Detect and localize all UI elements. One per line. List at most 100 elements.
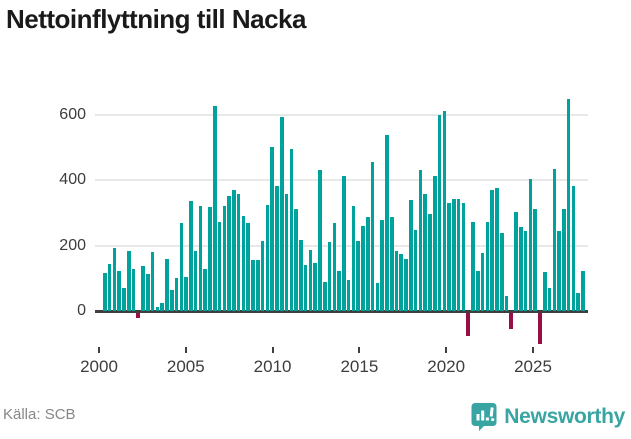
bar	[562, 208, 566, 311]
bar	[222, 205, 227, 311]
newsworthy-wordmark: Newsworthy	[504, 405, 625, 428]
bar	[284, 193, 289, 311]
bar	[337, 271, 341, 311]
bar	[112, 247, 117, 311]
bar	[136, 313, 141, 318]
newsworthy-icon	[471, 402, 497, 432]
bar	[447, 202, 451, 311]
bar	[165, 259, 169, 311]
bar	[299, 240, 303, 311]
bar	[528, 179, 533, 311]
bar	[490, 189, 494, 311]
bar	[260, 241, 265, 311]
bar	[571, 185, 576, 311]
bar	[533, 208, 537, 311]
bar	[509, 313, 514, 330]
bar	[542, 272, 547, 311]
bar	[217, 222, 222, 311]
bar	[576, 292, 581, 311]
gridline	[95, 114, 588, 117]
bar	[394, 251, 399, 311]
bar	[131, 269, 136, 311]
bar	[303, 264, 308, 311]
bar	[174, 278, 179, 311]
x-axis-tick-label: 2015	[340, 357, 379, 376]
bar	[208, 207, 212, 311]
bar	[519, 227, 523, 311]
bar	[212, 106, 217, 311]
bar	[471, 222, 475, 311]
bar	[466, 313, 471, 336]
x-axis-tick-label: 2005	[166, 357, 205, 376]
bar	[236, 194, 241, 311]
bar	[169, 290, 174, 311]
bar	[581, 271, 585, 311]
bar	[461, 202, 466, 311]
gridline	[95, 179, 588, 182]
source-label: Källa: SCB	[3, 406, 76, 423]
y-axis-tick-label: 400	[59, 171, 86, 189]
bar	[523, 231, 528, 311]
bar	[499, 232, 504, 311]
x-axis-tick	[271, 347, 274, 353]
bar	[452, 198, 456, 311]
bar	[380, 219, 384, 311]
bar	[150, 251, 155, 311]
bar	[437, 115, 442, 311]
x-axis-tick	[98, 347, 100, 353]
bar	[566, 98, 571, 311]
bar	[361, 226, 365, 311]
newsworthy-logo[interactable]: Newsworthy	[471, 402, 625, 432]
bar	[432, 175, 437, 311]
bar	[203, 268, 208, 311]
x-axis-tick-label: 2000	[80, 357, 118, 376]
bar	[456, 199, 461, 311]
bar	[289, 148, 294, 311]
bar	[279, 117, 284, 311]
bar	[557, 231, 561, 311]
x-axis-tick	[445, 347, 448, 353]
bar	[552, 169, 557, 311]
x-axis-line	[95, 310, 588, 313]
bar	[103, 273, 107, 311]
bar	[418, 170, 423, 311]
x-axis-tick-label: 2010	[253, 357, 292, 376]
bar	[480, 253, 485, 311]
bar	[246, 222, 251, 311]
bar	[389, 216, 394, 311]
bar	[141, 265, 145, 311]
bar	[126, 250, 131, 311]
bar	[117, 270, 121, 311]
bar	[370, 162, 375, 311]
bar	[122, 287, 126, 311]
bar	[375, 282, 380, 311]
bar	[146, 273, 150, 311]
bar	[413, 230, 418, 311]
gridline	[95, 244, 588, 247]
bar	[160, 302, 164, 311]
bar	[327, 242, 332, 311]
x-axis-tick-label: 2025	[514, 357, 552, 376]
bar	[514, 212, 518, 311]
bar	[423, 194, 427, 311]
bar	[265, 204, 270, 311]
bar	[308, 249, 313, 311]
bar	[184, 276, 188, 311]
bar	[404, 259, 408, 311]
bar	[318, 170, 322, 311]
bar	[346, 279, 351, 311]
bar	[227, 196, 231, 311]
bar	[179, 222, 184, 311]
bar	[189, 200, 193, 311]
bar	[504, 296, 509, 311]
bar	[313, 263, 317, 311]
bar	[366, 217, 370, 311]
bar	[256, 259, 260, 311]
bar	[332, 223, 337, 311]
bar	[241, 216, 246, 311]
bar	[107, 264, 112, 311]
bar	[399, 253, 404, 311]
bar	[322, 281, 327, 311]
bar	[409, 200, 413, 311]
